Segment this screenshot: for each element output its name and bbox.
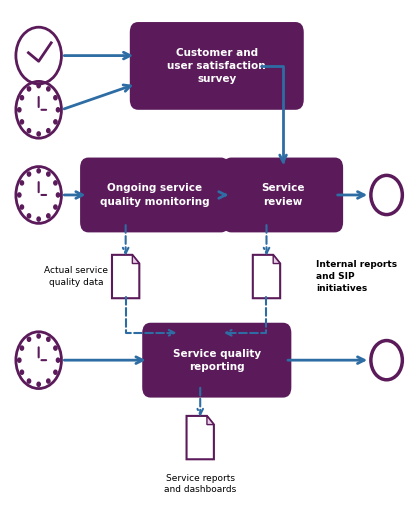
Circle shape — [27, 87, 31, 91]
Circle shape — [18, 358, 21, 362]
Circle shape — [27, 172, 31, 176]
Circle shape — [56, 358, 60, 362]
Polygon shape — [207, 416, 214, 425]
FancyBboxPatch shape — [142, 323, 291, 398]
FancyBboxPatch shape — [80, 158, 229, 233]
Circle shape — [47, 87, 50, 91]
Circle shape — [56, 108, 60, 112]
Circle shape — [20, 346, 24, 350]
Text: Actual service
quality data: Actual service quality data — [44, 266, 108, 287]
Polygon shape — [132, 255, 139, 264]
Circle shape — [47, 379, 50, 383]
Circle shape — [54, 120, 57, 124]
Polygon shape — [186, 416, 214, 459]
Circle shape — [18, 193, 21, 197]
Text: Customer and
user satisfaction
survey: Customer and user satisfaction survey — [168, 48, 266, 84]
Circle shape — [37, 382, 40, 386]
FancyBboxPatch shape — [223, 158, 343, 233]
Circle shape — [27, 214, 31, 218]
Circle shape — [54, 95, 57, 100]
Circle shape — [27, 129, 31, 133]
Circle shape — [37, 169, 40, 173]
Circle shape — [47, 129, 50, 133]
Polygon shape — [253, 255, 280, 298]
Circle shape — [56, 193, 60, 197]
Circle shape — [18, 108, 21, 112]
Circle shape — [20, 95, 24, 100]
Polygon shape — [112, 255, 139, 298]
Text: Service
review: Service review — [261, 183, 305, 207]
Circle shape — [27, 337, 31, 342]
Circle shape — [54, 346, 57, 350]
Circle shape — [20, 120, 24, 124]
Circle shape — [37, 217, 40, 221]
Text: Ongoing service
quality monitoring: Ongoing service quality monitoring — [100, 183, 210, 207]
Text: Service quality
reporting: Service quality reporting — [173, 349, 261, 372]
Circle shape — [54, 205, 57, 209]
Circle shape — [47, 172, 50, 176]
Circle shape — [54, 370, 57, 374]
Circle shape — [20, 181, 24, 185]
Circle shape — [37, 132, 40, 136]
Circle shape — [20, 370, 24, 374]
Circle shape — [27, 379, 31, 383]
Polygon shape — [273, 255, 280, 264]
Circle shape — [47, 214, 50, 218]
Circle shape — [20, 205, 24, 209]
Circle shape — [54, 181, 57, 185]
Text: Service reports
and dashboards: Service reports and dashboards — [164, 474, 236, 495]
Circle shape — [37, 334, 40, 338]
Circle shape — [37, 84, 40, 88]
Text: Internal reports
and SIP
initiatives: Internal reports and SIP initiatives — [316, 260, 397, 293]
FancyBboxPatch shape — [130, 22, 304, 110]
Circle shape — [47, 337, 50, 342]
